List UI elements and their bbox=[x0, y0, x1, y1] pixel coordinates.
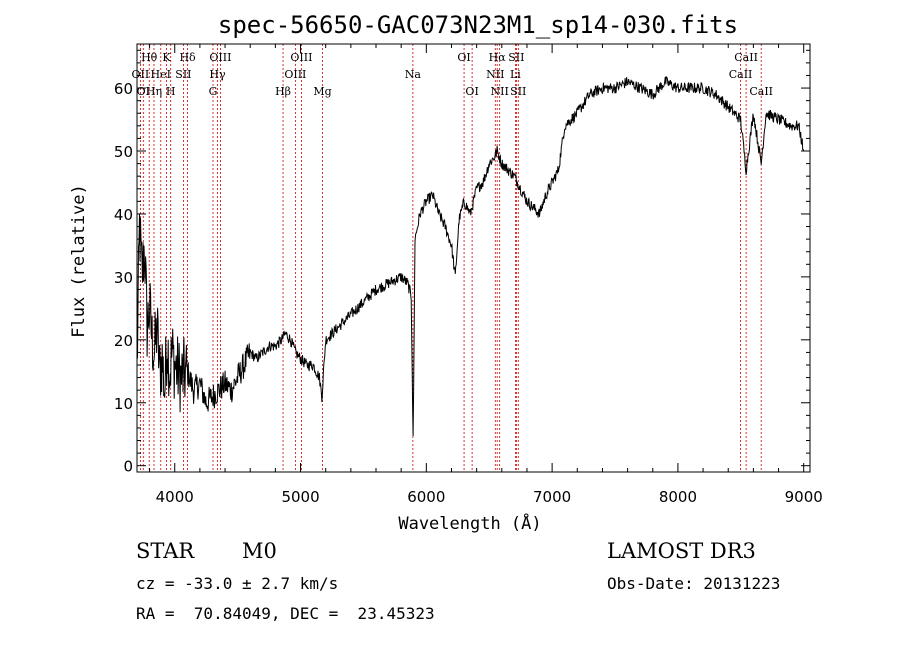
x-tick-label: 6000 bbox=[407, 488, 445, 506]
y-tick-label: 30 bbox=[114, 269, 133, 287]
survey-name: LAMOST DR3 bbox=[607, 539, 756, 563]
axis-ticks bbox=[137, 44, 810, 472]
line-marker-label: H bbox=[166, 85, 176, 98]
y-tick-label: 10 bbox=[114, 395, 133, 413]
line-marker-label: Hα bbox=[489, 51, 507, 64]
line-marker-label: CaII bbox=[729, 68, 753, 81]
line-marker-label: CaII bbox=[734, 51, 758, 64]
line-marker-label: NII bbox=[491, 85, 509, 98]
line-marker-label: Na bbox=[405, 68, 422, 81]
line-marker-label: CaII bbox=[749, 85, 773, 98]
line-marker-label: Hθ bbox=[141, 51, 158, 64]
line-marker-label: Hη bbox=[146, 85, 162, 98]
line-marker-label: G bbox=[209, 85, 218, 98]
line-marker-label: SII bbox=[175, 68, 191, 81]
y-tick-label: 20 bbox=[114, 332, 133, 350]
line-markers bbox=[139, 44, 762, 472]
coordinates: RA = 70.84049, DEC = 23.45323 bbox=[136, 604, 435, 623]
y-tick-label: 40 bbox=[114, 206, 133, 224]
line-marker-label: SII bbox=[510, 85, 526, 98]
x-tick-label: 9000 bbox=[785, 488, 823, 506]
axis-tick-labels: 4000 5000 6000 7000 8000 9000 0 10 20 30 40 50 60 bbox=[114, 80, 823, 506]
line-marker-label: Hβ bbox=[275, 85, 291, 98]
x-axis-label: Wavelength (Å) bbox=[398, 512, 541, 534]
line-marker-label: OI bbox=[465, 85, 478, 98]
x-tick-label: 7000 bbox=[533, 488, 571, 506]
x-tick-label: 5000 bbox=[281, 488, 319, 506]
line-marker-label: K bbox=[162, 51, 171, 64]
object-subclass: M0 bbox=[242, 539, 277, 563]
line-marker-label: HeI bbox=[151, 68, 171, 81]
object-class: STAR bbox=[136, 539, 195, 563]
y-tick-label: 50 bbox=[114, 143, 133, 161]
line-marker-label: OIII bbox=[209, 51, 231, 64]
y-axis-label: Flux (relative) bbox=[69, 184, 89, 338]
line-marker-label: OIII bbox=[284, 68, 306, 81]
plot-frame bbox=[136, 43, 811, 473]
x-tick-label: 4000 bbox=[156, 488, 194, 506]
line-marker-label: Mg bbox=[313, 85, 331, 98]
observation-date: Obs-Date: 20131223 bbox=[607, 574, 781, 593]
line-marker-label: Hδ bbox=[179, 51, 196, 64]
y-tick-label: 0 bbox=[123, 458, 133, 476]
line-marker-label: OII bbox=[132, 68, 150, 81]
line-marker-label: Li bbox=[510, 68, 521, 81]
redshift-velocity: cz = -33.0 ± 2.7 km/s bbox=[136, 574, 339, 593]
spectrum-line bbox=[136, 75, 805, 437]
line-marker-label: NII bbox=[486, 68, 504, 81]
line-marker-label: OI bbox=[457, 51, 470, 64]
line-marker-label: SII bbox=[508, 51, 524, 64]
x-tick-label: 8000 bbox=[659, 488, 697, 506]
y-tick-label: 60 bbox=[114, 80, 133, 98]
chart-title: spec-56650-GAC073N23M1_sp14-030.fits bbox=[218, 11, 738, 39]
line-marker-label: OIII bbox=[290, 51, 312, 64]
line-marker-label: Hγ bbox=[209, 68, 226, 81]
